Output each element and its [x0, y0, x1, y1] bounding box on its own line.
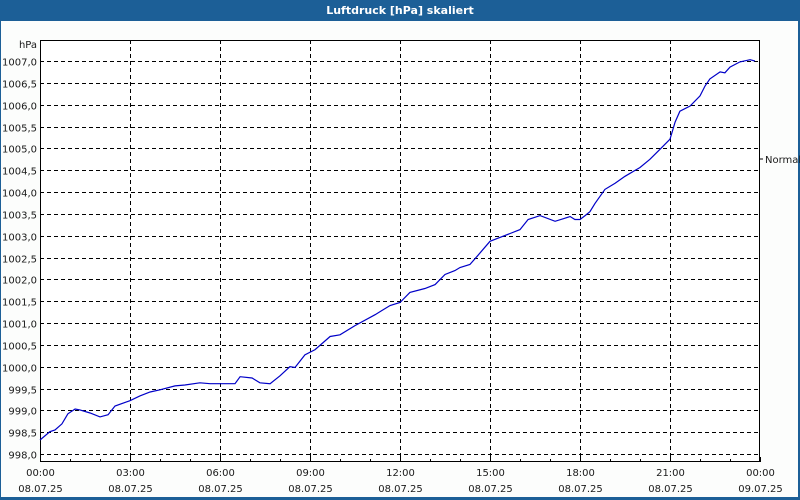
y-tick-label: 1006,5	[2, 80, 37, 91]
y-tick-label: 998,5	[8, 429, 37, 440]
series-line-normal	[39, 59, 756, 441]
y-tick-label: 1000,0	[2, 364, 37, 375]
x-tick-time: 09:00	[296, 468, 325, 479]
x-tick-time: 15:00	[476, 468, 505, 479]
y-tick-label: 1001,5	[2, 298, 37, 309]
x-tick-date: 08.07.25	[288, 484, 333, 495]
x-tick-time: 21:00	[656, 468, 685, 479]
y-tick-label: 1004,0	[2, 189, 37, 200]
x-tick-date: 08.07.25	[648, 484, 693, 495]
x-tick-time: 18:00	[566, 468, 595, 479]
x-tick-time: 00:00	[26, 468, 55, 479]
x-tick-date: 08.07.25	[18, 484, 63, 495]
x-tick-date: 08.07.25	[378, 484, 423, 495]
x-axis: 00:00 08.07.25 03:00 08.07.25 06:00 08.07.25 0…	[18, 40, 783, 495]
y-tick-label: 1000,5	[2, 342, 37, 353]
y-tick-label: 1005,5	[2, 124, 37, 135]
legend: Normal	[760, 155, 800, 166]
y-tick-label: 998,0	[8, 451, 37, 462]
y-tick-label: 1005,0	[2, 145, 37, 156]
x-tick-date: 08.07.25	[468, 484, 513, 495]
chart-title-bar: Luftdruck [hPa] skaliert	[0, 0, 800, 20]
x-tick-time: 00:00	[746, 468, 775, 479]
x-tick-time: 12:00	[386, 468, 415, 479]
y-tick-label: 999,0	[8, 407, 37, 418]
y-tick-label: 1001,0	[2, 320, 37, 331]
legend-label: Normal	[765, 155, 800, 166]
x-tick-time: 03:00	[116, 468, 145, 479]
y-axis-unit: hPa	[19, 40, 37, 51]
y-tick-label: 1003,0	[2, 233, 37, 244]
y-tick-label: 1006,0	[2, 102, 37, 113]
x-tick-date: 08.07.25	[198, 484, 243, 495]
x-tick-date: 09.07.25	[738, 484, 783, 495]
y-tick-label: 1007,0	[2, 58, 37, 69]
x-tick-date: 08.07.25	[108, 484, 153, 495]
y-tick-label: 1002,5	[2, 255, 37, 266]
y-tick-label: 1003,5	[2, 211, 37, 222]
y-tick-label: 1002,0	[2, 276, 37, 287]
y-tick-label: 1004,5	[2, 167, 37, 178]
x-tick-time: 06:00	[206, 468, 235, 479]
x-tick-date: 08.07.25	[558, 484, 603, 495]
plot-border	[40, 40, 760, 462]
y-tick-label: 999,5	[8, 386, 37, 397]
chart-title: Luftdruck [hPa] skaliert	[326, 3, 474, 17]
